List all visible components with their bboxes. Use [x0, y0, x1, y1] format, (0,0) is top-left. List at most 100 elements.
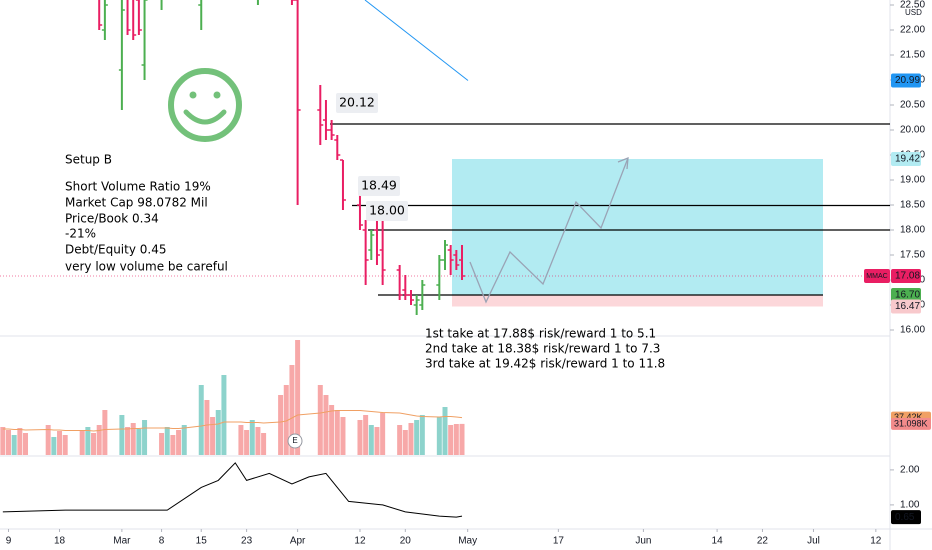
volume-bar — [283, 385, 289, 455]
volume-bar — [329, 405, 335, 455]
note: Market Cap 98.0782 Mil — [65, 196, 208, 210]
earnings-label: E — [292, 436, 297, 445]
volume-bar — [136, 429, 142, 455]
x-tick-label: 12 — [870, 536, 882, 547]
level-label: 20.12 — [339, 95, 375, 110]
x-tick-label: 20 — [400, 536, 412, 547]
level-label: 18.00 — [369, 203, 405, 218]
y-tick-label: 18.00 — [900, 225, 925, 236]
x-tick-label: 14 — [712, 536, 724, 547]
volume-bar — [323, 395, 329, 455]
level-label-box — [366, 201, 408, 221]
note: Setup B — [65, 153, 112, 167]
volume-bar — [368, 425, 374, 455]
volume-bar — [295, 340, 301, 455]
volume-bar — [374, 427, 380, 455]
volume-bar — [85, 427, 91, 455]
take-profit-note: 3rd take at 19.42$ risk/reward 1 to 11.8 — [425, 357, 665, 371]
price-tag — [891, 73, 921, 88]
y-tick-label: 20.50 — [900, 100, 925, 111]
x-tick-label: 15 — [196, 536, 208, 547]
volume-bar — [442, 407, 448, 455]
x-tick-label: 9 — [6, 536, 12, 547]
price-tag — [891, 152, 921, 166]
volume-bar — [414, 420, 420, 455]
take-profit-note: 2nd take at 18.38$ risk/reward 1 to 7.3 — [425, 342, 660, 356]
volume-bar — [249, 420, 255, 455]
price-tag-label: 16.47 — [895, 301, 920, 312]
volume-bar — [119, 415, 125, 455]
y-tick-label: 19.00 — [900, 175, 925, 186]
note: Short Volume Ratio 19% — [65, 180, 211, 194]
volume-bar — [91, 433, 97, 455]
price-tag-label: 17.08 — [895, 271, 920, 282]
projected-arrow — [617, 157, 629, 170]
price-tag-label: 20.99 — [895, 75, 920, 86]
indicator-line — [2, 462, 463, 518]
volume-bar — [11, 435, 17, 455]
volume-bar — [397, 425, 403, 455]
x-tick-label: 18 — [54, 536, 66, 547]
volume-bar — [62, 435, 68, 455]
level-label-box — [358, 176, 400, 196]
volume-bar — [96, 425, 102, 455]
volume-bar — [125, 427, 131, 455]
indicator-tag — [891, 510, 921, 525]
volume-bar — [51, 437, 57, 455]
volume-bar — [255, 427, 261, 455]
volume-bar — [176, 430, 182, 455]
note: Debt/Equity 0.45 — [65, 243, 166, 257]
x-tick-label: Mar — [113, 536, 131, 547]
symbol-tag — [864, 269, 890, 283]
volume-bar — [436, 417, 442, 455]
volume-bar — [380, 413, 386, 455]
target-zone — [452, 159, 823, 295]
x-tick-label: Jul — [807, 536, 820, 547]
volume-bar — [363, 415, 369, 455]
x-tick-label: 12 — [354, 536, 366, 547]
indicator-tag-label: 0.65 — [895, 512, 915, 523]
note: Price/Book 0.34 — [65, 212, 159, 226]
volume-bar — [238, 425, 244, 455]
level-label: 18.49 — [361, 178, 397, 193]
volume-bar — [79, 430, 85, 455]
volume-bar — [45, 425, 51, 455]
volume-tag-label: 31.098K — [894, 418, 928, 428]
take-profit-note: 1st take at 17.88$ risk/reward 1 to 5.1 — [425, 327, 656, 341]
price-tag — [891, 288, 921, 302]
price-pane — [0, 0, 890, 315]
x-tick-label: 8 — [159, 536, 165, 547]
smiley-eye — [189, 91, 197, 99]
stop-zone — [452, 295, 823, 307]
volume-bar — [289, 365, 295, 455]
earnings-marker — [287, 433, 303, 449]
indicator-tick-label: 1.00 — [900, 500, 920, 511]
currency-label: USD — [905, 8, 922, 17]
volume-bar — [170, 435, 176, 455]
volume-bar — [317, 385, 323, 455]
x-tick-label: Apr — [290, 536, 306, 547]
price-tag — [891, 299, 921, 314]
volume-bar — [164, 427, 170, 455]
volume-bar — [402, 430, 408, 455]
smiley-eye — [213, 91, 221, 99]
volume-bar — [453, 424, 459, 455]
volume-bar — [17, 428, 23, 455]
volume-bar — [278, 395, 284, 455]
smiley-mouth — [183, 109, 227, 125]
x-tick-label: Jun — [635, 536, 651, 547]
volume-bar — [459, 423, 465, 455]
y-tick-label: 22.00 — [900, 25, 925, 36]
x-tick-label: 17 — [553, 536, 565, 547]
y-tick-label: 17.50 — [900, 250, 925, 261]
volume-bar — [340, 417, 346, 455]
level-label-box — [336, 93, 378, 113]
volume-bar — [334, 410, 340, 455]
volume-bar — [244, 430, 250, 455]
x-tick-label: 22 — [757, 536, 769, 547]
x-tick-label: May — [458, 536, 477, 547]
price-tag — [891, 269, 921, 283]
volume-bar — [215, 410, 221, 455]
